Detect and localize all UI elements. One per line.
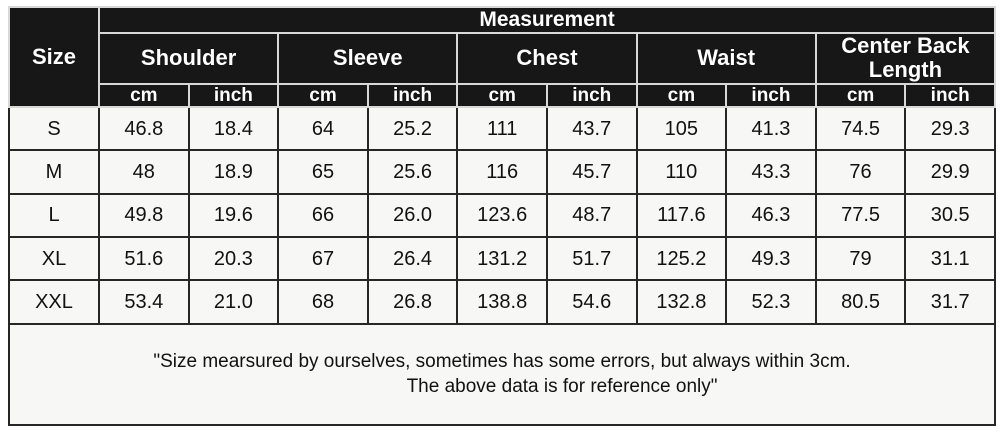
cell-shoulder-cm: 48 bbox=[98, 149, 190, 195]
cell-sleeve-cm: 65 bbox=[277, 149, 369, 195]
cell-shoulder-cm: 46.8 bbox=[98, 106, 190, 152]
cell-sleeve-inch: 25.2 bbox=[366, 106, 459, 152]
table-row: XL 51.6 20.3 67 26.4 131.2 51.7 125.2 49… bbox=[8, 235, 997, 282]
cell-sleeve-cm: 68 bbox=[277, 279, 369, 325]
table-body: S 46.8 18.4 64 25.2 111 43.7 105 41.3 74… bbox=[7, 106, 997, 427]
header-group-chest: Chest bbox=[456, 31, 638, 85]
cell-cbl-cm: 80.5 bbox=[814, 279, 907, 325]
cell-chest-cm: 138.8 bbox=[456, 279, 548, 325]
cell-cbl-cm: 77.5 bbox=[814, 192, 907, 238]
cell-sleeve-cm: 66 bbox=[277, 192, 369, 238]
cell-chest-cm: 111 bbox=[456, 106, 548, 152]
header-unit-shoulder-cm: cm bbox=[98, 82, 190, 109]
cell-cbl-inch: 31.7 bbox=[904, 279, 997, 325]
header-unit-chest-inch: inch bbox=[545, 82, 638, 109]
cell-chest-inch: 51.7 bbox=[545, 235, 638, 282]
header-group-waist: Waist bbox=[635, 31, 817, 85]
cell-waist-cm: 105 bbox=[635, 106, 728, 152]
footnote-row: "Size mearsured by ourselves, sometimes … bbox=[7, 322, 997, 427]
cell-shoulder-cm: 49.8 bbox=[98, 192, 190, 238]
cell-sleeve-cm: 67 bbox=[277, 235, 369, 282]
cell-chest-inch: 43.7 bbox=[545, 106, 638, 152]
cell-cbl-inch: 29.3 bbox=[904, 106, 997, 152]
cell-cbl-cm: 76 bbox=[814, 149, 907, 195]
header-unit-chest-cm: cm bbox=[456, 82, 548, 109]
header-size: Size bbox=[8, 5, 100, 109]
header-row-measurement: Size Measurement bbox=[8, 5, 997, 109]
cell-cbl-inch: 31.1 bbox=[904, 235, 997, 282]
cell-chest-inch: 54.6 bbox=[545, 279, 638, 325]
cell-sleeve-inch: 26.8 bbox=[366, 279, 459, 325]
footnote-line-2: The above data is for reference only" bbox=[406, 376, 718, 398]
cell-cbl-inch: 29.9 bbox=[904, 149, 997, 195]
table-row: S 46.8 18.4 64 25.2 111 43.7 105 41.3 74… bbox=[8, 106, 997, 152]
cell-size: L bbox=[8, 192, 100, 238]
cell-sleeve-inch: 26.0 bbox=[366, 192, 459, 238]
header-group-center-back-length: Center Back Length bbox=[814, 31, 997, 85]
cell-sleeve-cm: 64 bbox=[277, 106, 369, 152]
cell-size: M bbox=[8, 149, 100, 195]
header-row-units: cm inch cm inch cm inch cm inch cm inch bbox=[9, 82, 997, 109]
cell-shoulder-inch: 19.6 bbox=[187, 192, 280, 238]
cell-shoulder-cm: 53.4 bbox=[98, 279, 190, 325]
cell-shoulder-inch: 20.3 bbox=[187, 235, 280, 282]
cell-cbl-inch: 30.5 bbox=[904, 192, 997, 238]
footnote-line-1: "Size mearsured by ourselves, sometimes … bbox=[153, 351, 851, 373]
cell-chest-cm: 116 bbox=[456, 149, 548, 195]
header-measurement: Measurement bbox=[97, 6, 997, 34]
cell-cbl-cm: 79 bbox=[814, 235, 907, 282]
cell-waist-inch: 49.3 bbox=[725, 235, 817, 282]
cell-sleeve-inch: 26.4 bbox=[366, 235, 459, 282]
header-row-groups: Shoulder Sleeve Chest Waist Center Back … bbox=[9, 31, 997, 85]
table-row: XXL 53.4 21.0 68 26.8 138.8 54.6 132.8 5… bbox=[8, 279, 997, 325]
cell-waist-inch: 52.3 bbox=[725, 279, 817, 325]
cell-waist-inch: 41.3 bbox=[725, 106, 817, 152]
table-row: L 49.8 19.6 66 26.0 123.6 48.7 117.6 46.… bbox=[8, 192, 997, 238]
cell-cbl-cm: 74.5 bbox=[814, 106, 907, 152]
cell-size: S bbox=[8, 106, 100, 152]
cell-chest-inch: 48.7 bbox=[545, 192, 638, 238]
cell-size: XL bbox=[8, 235, 100, 282]
header-unit-shoulder-inch: inch bbox=[187, 82, 280, 109]
cell-waist-cm: 132.8 bbox=[635, 279, 728, 325]
header-group-sleeve: Sleeve bbox=[277, 31, 459, 85]
table-header: Size Measurement Shoulder Sleeve Chest W… bbox=[8, 5, 997, 109]
header-unit-sleeve-inch: inch bbox=[366, 82, 459, 109]
cell-waist-cm: 125.2 bbox=[635, 235, 728, 282]
header-group-shoulder: Shoulder bbox=[97, 31, 280, 85]
size-chart-table: Size Measurement Shoulder Sleeve Chest W… bbox=[7, 5, 997, 427]
header-unit-cbl-cm: cm bbox=[814, 82, 907, 109]
cell-chest-cm: 131.2 bbox=[456, 235, 548, 282]
cell-size: XXL bbox=[8, 279, 100, 325]
cell-shoulder-inch: 18.9 bbox=[187, 149, 280, 195]
header-unit-waist-cm: cm bbox=[635, 82, 728, 109]
cell-sleeve-inch: 25.6 bbox=[366, 149, 459, 195]
cell-waist-cm: 117.6 bbox=[635, 192, 728, 238]
cell-shoulder-inch: 18.4 bbox=[187, 106, 280, 152]
table-row: M 48 18.9 65 25.6 116 45.7 110 43.3 76 2… bbox=[8, 149, 997, 195]
header-unit-waist-inch: inch bbox=[725, 82, 817, 109]
cell-shoulder-inch: 21.0 bbox=[187, 279, 280, 325]
header-unit-cbl-inch: inch bbox=[904, 82, 997, 109]
footnote: "Size mearsured by ourselves, sometimes … bbox=[7, 322, 997, 427]
cell-chest-cm: 123.6 bbox=[456, 192, 548, 238]
cell-waist-inch: 43.3 bbox=[725, 149, 817, 195]
header-unit-sleeve-cm: cm bbox=[277, 82, 369, 109]
cell-chest-inch: 45.7 bbox=[545, 149, 638, 195]
cell-waist-cm: 110 bbox=[635, 149, 728, 195]
cell-shoulder-cm: 51.6 bbox=[98, 235, 190, 282]
cell-waist-inch: 46.3 bbox=[725, 192, 817, 238]
